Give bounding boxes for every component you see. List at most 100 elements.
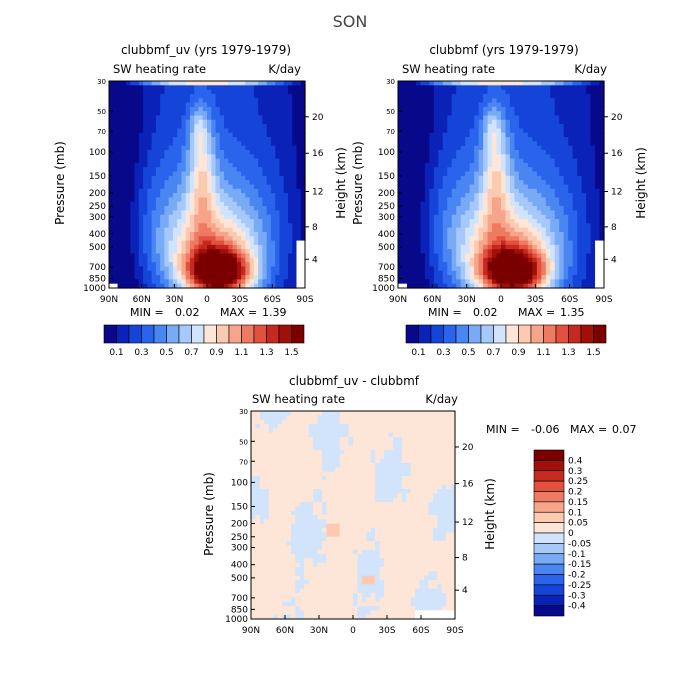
field-cell — [138, 81, 144, 86]
field-cell — [559, 283, 565, 289]
field-cell — [536, 193, 542, 199]
y-tick-label: 200 — [378, 189, 395, 199]
field-cell — [282, 441, 288, 447]
field-cell — [563, 162, 569, 168]
field-cell — [487, 193, 493, 199]
field-cell — [451, 93, 457, 99]
field-cell — [143, 262, 148, 268]
field-cell — [474, 223, 480, 229]
field-cell — [202, 227, 208, 233]
field-cell — [353, 419, 359, 425]
field-cell — [541, 240, 547, 246]
field-cell — [300, 236, 306, 242]
field-cell — [300, 257, 306, 263]
field-cell — [275, 175, 281, 181]
field-cell — [554, 171, 560, 177]
field-cell — [194, 236, 200, 242]
field-cell — [483, 257, 489, 263]
field-cell — [415, 201, 421, 207]
colorbar-swatch — [430, 324, 444, 344]
field-cell — [344, 424, 350, 429]
field-cell — [483, 236, 489, 242]
field-cell — [554, 262, 560, 268]
field-cell — [151, 98, 157, 104]
field-cell — [134, 240, 140, 246]
field-cell — [514, 236, 520, 242]
field-cell — [249, 106, 255, 112]
field-cell — [527, 98, 533, 104]
field-cell — [433, 279, 439, 285]
field-cell — [442, 201, 448, 207]
field-cell — [438, 227, 444, 233]
field-cell — [262, 244, 268, 250]
field-cell — [168, 162, 174, 168]
field-cell — [109, 197, 114, 203]
field-cell — [296, 124, 302, 130]
field-cell — [300, 206, 306, 211]
field-cell — [147, 137, 153, 142]
field-cell — [424, 223, 430, 229]
field-cell — [550, 231, 556, 237]
field-cell — [398, 184, 404, 190]
field-cell — [406, 266, 413, 272]
field-cell — [483, 279, 489, 285]
field-cell — [126, 115, 131, 121]
field-cell — [527, 106, 533, 112]
field-cell — [501, 231, 507, 237]
field-cell — [509, 85, 516, 91]
field-cell — [384, 424, 390, 429]
field-cell — [505, 175, 511, 181]
panel-3: clubbmf_uv - clubbmf SW heating rate K/d… — [202, 374, 637, 636]
field-cell — [198, 154, 204, 160]
field-cell — [330, 441, 336, 447]
field-cell — [545, 111, 551, 117]
field-cell — [501, 119, 507, 125]
field-cell — [232, 85, 238, 91]
field-cell — [296, 81, 302, 86]
field-cell — [177, 223, 183, 229]
field-cell — [207, 201, 212, 207]
field-cell — [474, 244, 480, 250]
field-cell — [130, 275, 136, 280]
field-cell — [160, 188, 165, 194]
field-cell — [501, 279, 507, 285]
field-cell — [207, 102, 212, 108]
field-cell — [447, 244, 453, 250]
field-cell — [224, 275, 229, 280]
field-cell — [236, 180, 242, 186]
field-cell — [198, 206, 204, 211]
field-cell — [258, 111, 263, 117]
field-cell — [469, 188, 475, 194]
field-cell — [550, 193, 556, 199]
field-cell — [321, 419, 327, 425]
field-cell — [518, 81, 524, 86]
y-tick-label: 50 — [97, 108, 106, 116]
field-cell — [550, 141, 556, 147]
field-cell — [595, 231, 601, 237]
field-cell — [559, 111, 565, 117]
field-cell — [138, 93, 144, 99]
field-cell — [304, 441, 310, 447]
field-cell — [211, 132, 217, 138]
field-cell — [559, 219, 565, 224]
field-cell — [581, 231, 587, 237]
field-cell — [429, 270, 435, 276]
field-cell — [224, 197, 229, 203]
field-cell — [181, 266, 187, 272]
field-cell — [189, 115, 195, 121]
field-cell — [198, 98, 204, 104]
field-cell — [168, 279, 174, 285]
field-cell — [279, 244, 285, 250]
field-cell — [492, 158, 498, 164]
field-cell — [207, 132, 212, 138]
field-cell — [164, 98, 170, 104]
field-cell — [172, 124, 178, 130]
field-cell — [423, 419, 429, 425]
field-cell — [568, 85, 574, 91]
field-cell — [536, 279, 542, 285]
field-cell — [155, 154, 161, 160]
field-cell — [536, 266, 542, 272]
field-cell — [465, 249, 471, 255]
field-cell — [483, 283, 489, 289]
field-cell — [388, 441, 394, 447]
